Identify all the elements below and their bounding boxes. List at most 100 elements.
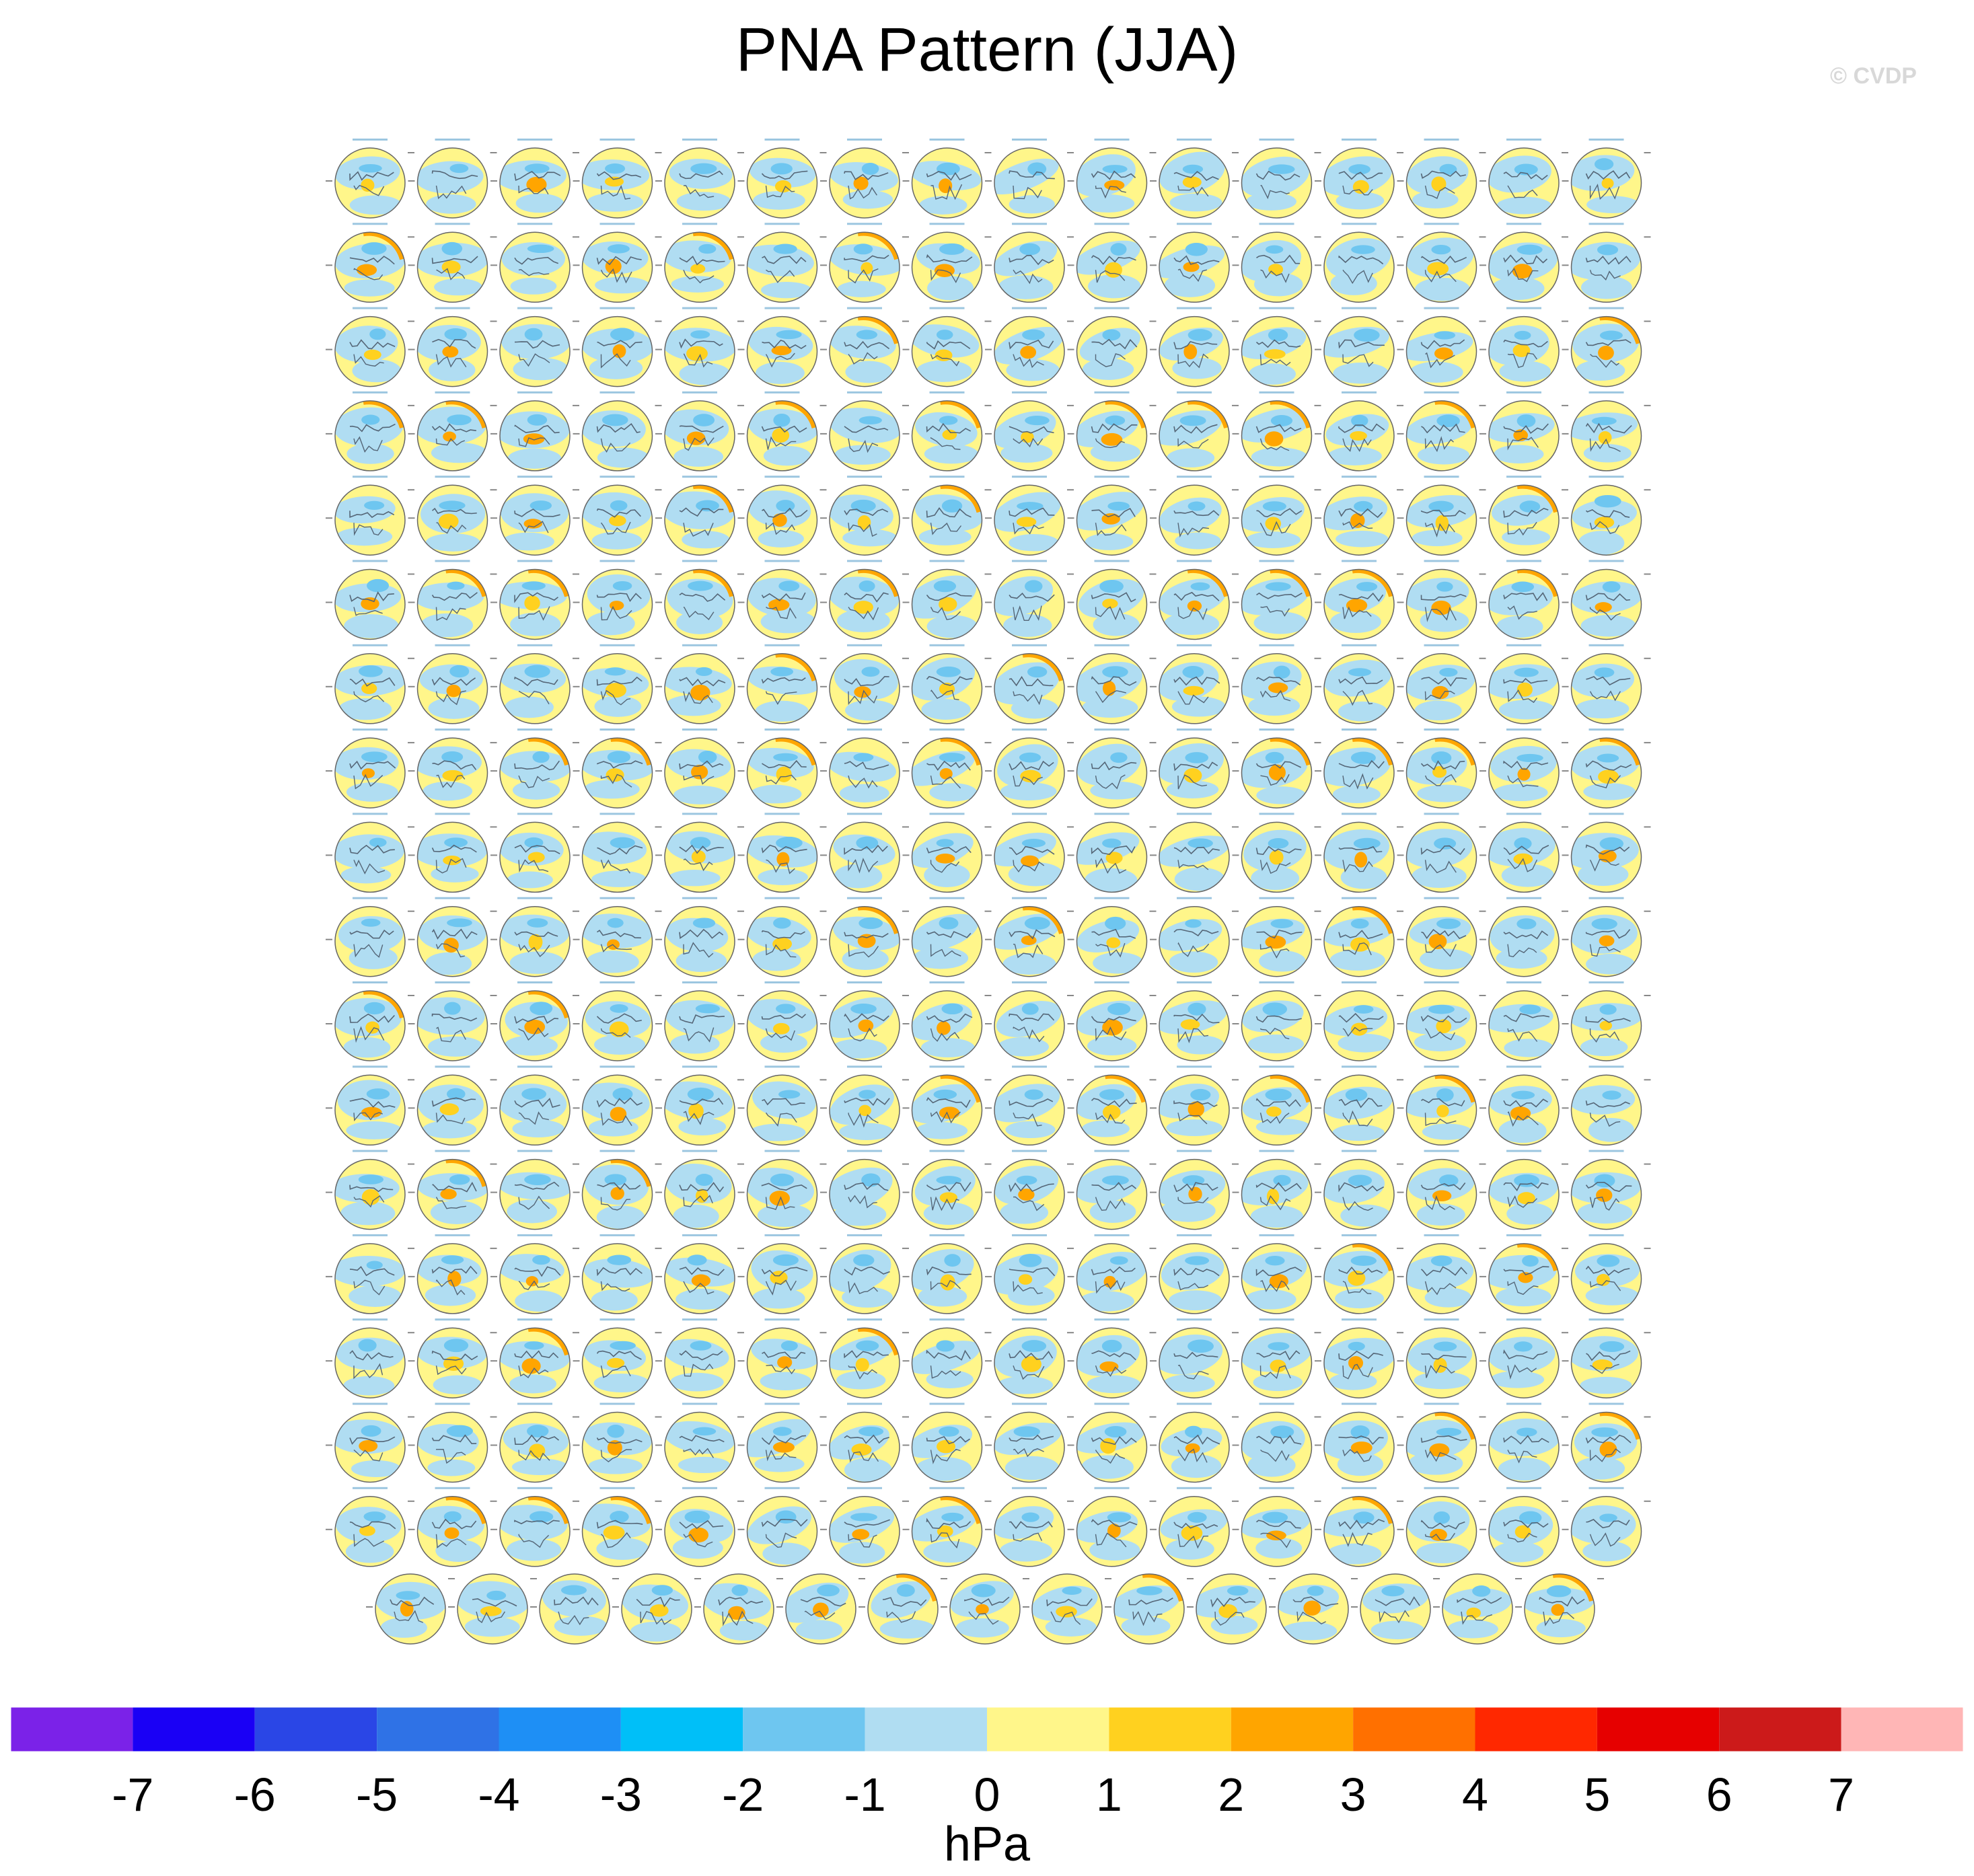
anomaly-positive-core <box>1021 1356 1041 1372</box>
map-panel <box>408 476 497 556</box>
panel-side-label <box>1397 910 1403 912</box>
anomaly-negative <box>1255 1537 1303 1559</box>
anomaly-positive-core <box>607 1440 622 1456</box>
coastline <box>435 690 466 706</box>
coastline <box>518 1195 550 1210</box>
anomaly-positive-rim <box>1269 569 1312 597</box>
anomaly-negative <box>464 1616 520 1637</box>
anomaly-negative <box>1000 443 1053 463</box>
coastline <box>1177 353 1209 369</box>
anomaly-positive-rim <box>1269 738 1312 766</box>
coastline <box>930 689 959 701</box>
anomaly-negative-core <box>443 1339 469 1353</box>
anomaly-negative <box>336 1337 404 1370</box>
coastline <box>1256 508 1303 518</box>
map-rim <box>1488 1327 1560 1398</box>
anomaly-negative <box>920 1038 975 1057</box>
map-rim <box>1076 905 1148 977</box>
coastline <box>349 591 394 603</box>
anomaly-negative-core <box>692 917 716 929</box>
panel-side-label <box>408 1247 414 1249</box>
panel-side-label <box>1479 1360 1486 1362</box>
panel-side-label <box>820 938 827 940</box>
anomaly-negative <box>1006 359 1060 381</box>
anomaly-negative <box>335 665 405 696</box>
anomaly-positive-core <box>1183 344 1198 360</box>
panel-side-label <box>573 1023 580 1024</box>
coastline <box>472 1598 517 1607</box>
coastline <box>1255 761 1301 769</box>
panel-header-mark <box>599 391 635 393</box>
panel-side-label <box>1187 1606 1194 1608</box>
anomaly-negative-core <box>607 751 631 763</box>
map-rim <box>911 400 983 472</box>
anomaly-negative-core <box>524 328 543 341</box>
panel-side-label <box>1232 1023 1239 1024</box>
map-panel <box>1067 1402 1157 1483</box>
anomaly-positive-core <box>1516 682 1533 697</box>
anomaly-negative-core <box>776 1004 796 1014</box>
map-panel <box>326 728 414 809</box>
panel-side-label <box>1479 742 1486 744</box>
coastline <box>1338 339 1385 349</box>
panel-side-label <box>490 910 497 912</box>
panel-side-label <box>820 1528 827 1530</box>
anomaly-negative <box>596 1538 649 1561</box>
coastline <box>1420 509 1466 517</box>
colorbar-tick-label: 1 <box>1096 1768 1122 1821</box>
anomaly-positive-core <box>690 264 706 274</box>
coastline <box>844 1267 890 1276</box>
anomaly-negative-core <box>692 1427 717 1436</box>
panel-side-label <box>1562 601 1569 603</box>
map-panel <box>1397 1065 1486 1146</box>
coastline <box>353 1449 383 1462</box>
anomaly-negative <box>912 913 978 952</box>
panel-side-label <box>819 573 827 575</box>
coastline <box>600 1281 630 1291</box>
panel-side-label <box>1067 517 1074 519</box>
map-panel <box>326 307 414 387</box>
map-panel <box>1479 897 1568 977</box>
coastline <box>761 1013 806 1020</box>
coastline <box>1173 676 1220 686</box>
panel-side-label <box>985 1023 992 1024</box>
coastline <box>1009 846 1055 856</box>
panel-header-mark <box>353 476 388 478</box>
anomaly-negative <box>1414 700 1462 721</box>
coastline <box>1589 775 1621 788</box>
panel-side-label <box>819 826 827 828</box>
map-panel <box>1232 1487 1321 1567</box>
anomaly-positive-core <box>857 934 876 948</box>
panel-header-mark <box>1588 1402 1624 1405</box>
anomaly-positive-core <box>438 513 459 529</box>
anomaly-positive-rim <box>527 569 570 597</box>
map-panel <box>737 1402 827 1483</box>
map-panel <box>1479 307 1568 387</box>
anomaly-positive-core <box>441 260 461 274</box>
anomaly-positive-core <box>439 1103 460 1116</box>
panel-side-label <box>737 601 745 603</box>
anomaly-negative-core <box>1019 1253 1042 1267</box>
coastline <box>353 184 385 196</box>
colorbar-box <box>620 1707 743 1752</box>
panel-side-label <box>1562 995 1568 996</box>
map-panel <box>1150 307 1239 387</box>
anomaly-negative <box>667 870 721 887</box>
anomaly-negative-core <box>698 751 717 764</box>
map-panel <box>326 1065 414 1146</box>
map-rim <box>664 400 735 472</box>
map-panel <box>1315 1487 1403 1567</box>
anomaly-negative <box>1175 532 1221 550</box>
panel-header-mark <box>1424 139 1459 141</box>
panel-side-label <box>1067 348 1074 350</box>
anomaly-negative-core <box>1110 243 1127 256</box>
anomaly-negative <box>665 328 735 362</box>
anomaly-positive-core <box>1268 764 1286 781</box>
map-rim <box>994 1158 1065 1230</box>
coastline <box>1256 930 1303 939</box>
map-rim <box>664 1243 735 1314</box>
map-rim <box>664 1411 735 1483</box>
anomaly-negative <box>1241 1251 1307 1289</box>
anomaly-positive-rim <box>1352 569 1394 597</box>
map-rim <box>829 315 900 387</box>
